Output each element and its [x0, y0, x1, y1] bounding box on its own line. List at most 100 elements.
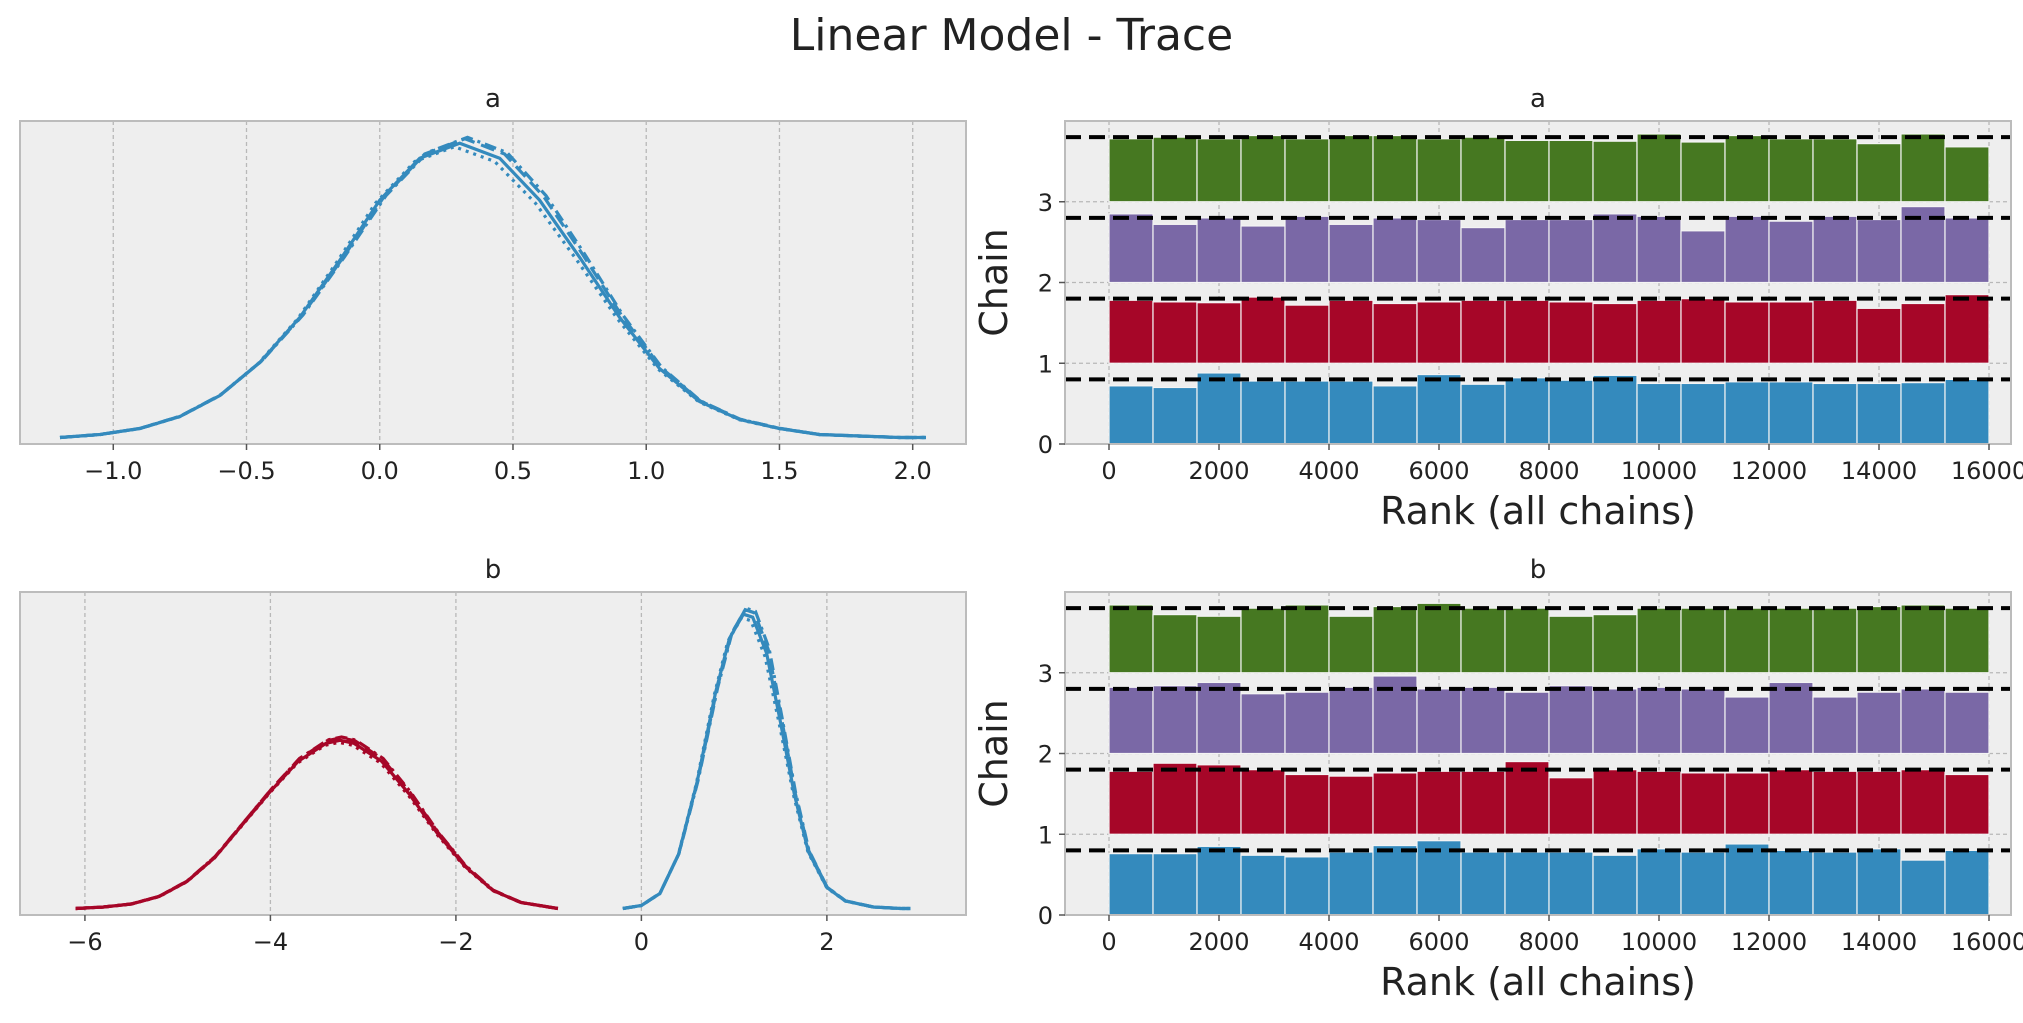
- rank-bar-chain3: [1900, 133, 1946, 203]
- rank-bar-chain2: [1548, 218, 1594, 284]
- rank-bar-chain2: [1680, 230, 1726, 284]
- rank-bar-chain3: [1240, 607, 1286, 674]
- rank-bar-chain3: [1372, 605, 1418, 674]
- y-tick-label: 2: [1038, 741, 1053, 769]
- rank-bar-chain0: [1900, 382, 1946, 445]
- x-tick-label: 0.0: [361, 457, 399, 485]
- rank-bar-chain0: [1548, 851, 1594, 916]
- rank-bar-chain3: [1196, 138, 1242, 203]
- x-axis-label: Rank (all chains): [1380, 489, 1696, 533]
- rank-bar-chain0: [1944, 849, 1990, 916]
- rank-bar-chain2: [1284, 691, 1330, 755]
- x-tick-label: 1.0: [627, 457, 665, 485]
- rank-bar-chain3: [1416, 602, 1462, 674]
- rank-bar-chain1: [1504, 299, 1550, 364]
- rank-bar-chain3: [1372, 134, 1418, 203]
- panel-title: b: [1530, 555, 1547, 585]
- rank-bar-chain0: [1416, 373, 1462, 445]
- rank-bar-chain3: [1108, 138, 1154, 203]
- rank-bar-chain2: [1108, 686, 1154, 755]
- rank-bar-chain1: [1240, 296, 1286, 364]
- rank-bar-chain0: [1592, 854, 1638, 916]
- rank-bar-chain2: [1504, 218, 1550, 284]
- rank-bar-chain2: [1636, 686, 1682, 755]
- x-tick-label: 2000: [1188, 457, 1249, 485]
- rank-bar-chain2: [1856, 218, 1902, 284]
- rank-bar-chain2: [1768, 681, 1814, 755]
- x-tick-label: −2: [438, 928, 473, 956]
- rank-bar-chain3: [1768, 138, 1814, 203]
- x-tick-label: 4000: [1298, 928, 1359, 956]
- rank-bar-chain2: [1416, 218, 1462, 284]
- rank-bar-chain0: [1636, 382, 1682, 445]
- y-axis-label: Chain: [972, 228, 1016, 337]
- rank-bar-chain0: [1284, 856, 1330, 916]
- rank-bar-chain1: [1108, 299, 1154, 364]
- rank-bar-chain0: [1152, 386, 1198, 445]
- density-line-chain0-style1: [622, 607, 911, 911]
- rank-bar-chain2: [1196, 217, 1242, 284]
- rank-bar-chain1: [1196, 764, 1242, 835]
- rank-bar-chain0: [1856, 382, 1902, 445]
- rank-bar-chain3: [1416, 138, 1462, 203]
- density-line-chain0-style3: [59, 135, 926, 440]
- rank-bar-chain3: [1240, 134, 1286, 203]
- rank-bar-chain1: [1460, 299, 1506, 364]
- y-tick-label: 1: [1038, 821, 1053, 849]
- rank-bar-chain0: [1680, 851, 1726, 916]
- x-tick-label: 0.5: [494, 457, 532, 485]
- y-axis-label: Chain: [972, 699, 1016, 808]
- rank-bar-chain1: [1152, 301, 1198, 364]
- rank-bar-chain1: [1328, 299, 1374, 364]
- x-tick-label: 12000: [1731, 928, 1807, 956]
- rank-bar-chain0: [1548, 379, 1594, 445]
- rank-bar-chain1: [1108, 770, 1154, 835]
- x-tick-label: 2000: [1188, 928, 1249, 956]
- x-tick-label: 0: [1101, 457, 1116, 485]
- rank-bar-chain0: [1416, 840, 1462, 916]
- x-axis-label: Rank (all chains): [1380, 960, 1696, 1004]
- rank-bar-chain0: [1372, 385, 1418, 445]
- rank-bar-chain2: [1768, 220, 1814, 284]
- rank-bar-chain0: [1504, 851, 1550, 916]
- plot-area: [20, 592, 966, 915]
- rank-bar-chain2: [1328, 686, 1374, 755]
- rank-bar-chain1: [1152, 762, 1198, 835]
- panel-border: [19, 120, 967, 445]
- rank-bar-chain3: [1592, 614, 1638, 674]
- rank-bar-chain0: [1460, 383, 1506, 445]
- rank-bar-chain3: [1812, 607, 1858, 674]
- rank-bar-chain1: [1372, 302, 1418, 364]
- panel-title: a: [485, 84, 501, 114]
- density-line-chain0-style3: [622, 606, 911, 911]
- rank-bar-chain2: [1284, 215, 1330, 284]
- rank-bar-chain2: [1944, 691, 1990, 755]
- rank-bar-chain3: [1328, 615, 1374, 674]
- rank-bar-chain2: [1240, 693, 1286, 755]
- rank-bar-chain0: [1328, 851, 1374, 916]
- panel-density-a: −1.0 −0.5 0.0 0.5 1.0 1.5 2.0 a: [19, 84, 967, 485]
- rank-bar-chain0: [1636, 848, 1682, 916]
- rank-bar-chain2: [1328, 223, 1374, 284]
- rank-bar-chain0: [1196, 372, 1242, 445]
- rank-bar-chain2: [1592, 688, 1638, 755]
- rank-bar-chain3: [1460, 136, 1506, 203]
- rank-bar-chain3: [1680, 607, 1726, 674]
- rank-bar-chain2: [1504, 691, 1550, 755]
- rank-bar-chain1: [1856, 770, 1902, 835]
- rank-bar-chain0: [1724, 843, 1770, 916]
- rank-bar-chain2: [1240, 225, 1286, 284]
- rank-bar-chain1: [1416, 770, 1462, 835]
- rank-bar-chain2: [1548, 685, 1594, 755]
- x-tick-label: 8000: [1518, 928, 1579, 956]
- rank-bar-chain1: [1636, 299, 1682, 364]
- x-tick-label: 0: [634, 928, 649, 956]
- rank-bar-chain1: [1416, 301, 1462, 364]
- x-tick-label: −4: [253, 928, 288, 956]
- rank-bar-chain1: [1592, 769, 1638, 835]
- rank-bar-chain3: [1152, 614, 1198, 674]
- rank-bar-chain0: [1680, 382, 1726, 445]
- rank-bar-chain3: [1944, 607, 1990, 674]
- rank-bar-chain1: [1768, 301, 1814, 364]
- rank-bar-chain1: [1284, 773, 1330, 835]
